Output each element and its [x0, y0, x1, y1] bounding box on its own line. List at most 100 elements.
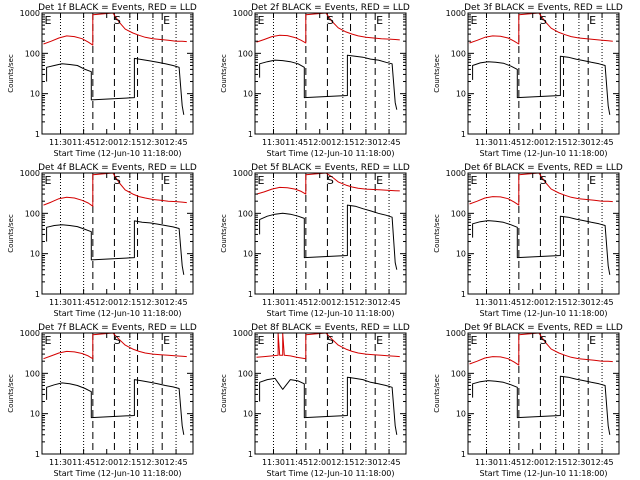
x-tick-label: 11:30	[49, 458, 72, 467]
y-tick-label: 1	[248, 130, 253, 139]
lld-series-line	[469, 173, 613, 206]
y-tick-label: 10	[456, 250, 466, 259]
x-tick-label: 11:30	[49, 138, 72, 147]
interval-marker-label: E	[471, 14, 478, 27]
interval-marker-label: E	[471, 174, 478, 187]
plot-frame	[467, 332, 620, 455]
detector-panel: Det 3f BLACK = Events, RED = LLD Counts/s…	[433, 3, 623, 158]
lld-series-line	[256, 13, 400, 44]
x-tick-label: 11:45	[498, 458, 521, 467]
plot-frame	[467, 12, 620, 135]
x-tick-label: 12:00	[521, 138, 544, 147]
y-tick-label: 10	[30, 250, 40, 259]
y-tick-label: 1000	[20, 329, 40, 338]
y-tick-label: 1000	[446, 169, 466, 178]
y-tick-label: 1000	[446, 329, 466, 338]
x-tick-label: 12:00	[95, 298, 118, 307]
interval-marker-label: E	[471, 334, 478, 347]
events-series-line	[46, 220, 185, 275]
x-tick-label: 12:15	[118, 138, 141, 147]
x-tick-label: 11:45	[72, 458, 95, 467]
y-tick-label: 1	[461, 290, 466, 299]
lld-series-line	[256, 333, 400, 360]
events-series-line	[46, 57, 185, 115]
plot-frame	[254, 172, 407, 295]
interval-marker-label: E	[376, 174, 383, 187]
y-tick-label: 10	[30, 410, 40, 419]
x-tick-label: 12:45	[591, 298, 614, 307]
x-tick-label: 12:30	[567, 458, 590, 467]
interval-marker-label: E	[589, 14, 596, 27]
interval-marker-label: S	[114, 174, 121, 187]
x-axis-label: Start Time (12-Jun-10 11:18:00)	[267, 309, 395, 318]
x-tick-label: 12:15	[118, 298, 141, 307]
x-tick-label: 12:45	[591, 138, 614, 147]
x-tick-label: 12:15	[331, 458, 354, 467]
x-tick-label: 12:45	[591, 458, 614, 467]
interval-marker-label: E	[45, 334, 52, 347]
lld-series-line	[469, 13, 613, 45]
y-tick-label: 1	[461, 450, 466, 459]
y-tick-label: 1000	[446, 9, 466, 18]
x-tick-label: 12:15	[331, 298, 354, 307]
x-tick-label: 11:45	[285, 298, 308, 307]
x-tick-label: 12:45	[165, 458, 188, 467]
interval-marker-label: S	[114, 14, 121, 27]
x-tick-label: 12:00	[95, 458, 118, 467]
x-tick-label: 12:15	[118, 458, 141, 467]
interval-marker-label: E	[163, 14, 170, 27]
series-group	[256, 333, 400, 435]
y-axis-label: Counts/sec	[433, 374, 441, 413]
panel-title: Det 4f BLACK = Events, RED = LLD	[38, 163, 197, 173]
x-axis-label: Start Time (12-Jun-10 11:18:00)	[54, 469, 182, 478]
lld-series-line	[43, 173, 187, 207]
y-axis-label: Counts/sec	[433, 214, 441, 253]
series-group	[469, 13, 613, 115]
detector-panel: Det 8f BLACK = Events, RED = LLD Counts/s…	[220, 323, 410, 478]
y-tick-label: 100	[25, 209, 40, 218]
y-tick-label: 1000	[233, 169, 253, 178]
x-tick-label: 12:15	[544, 298, 567, 307]
interval-marker-label: E	[589, 174, 596, 187]
interval-marker-label: S	[327, 174, 334, 187]
x-axis-label: Start Time (12-Jun-10 11:18:00)	[267, 469, 395, 478]
y-tick-label: 100	[25, 369, 40, 378]
x-axis-label: Start Time (12-Jun-10 11:18:00)	[480, 149, 608, 158]
y-tick-label: 100	[451, 49, 466, 58]
x-tick-label: 11:45	[498, 298, 521, 307]
interval-marker-label: S	[327, 14, 334, 27]
y-axis-label: Counts/sec	[220, 374, 228, 413]
y-tick-label: 10	[243, 410, 253, 419]
events-series-line	[472, 55, 611, 115]
panel-title: Det 1f BLACK = Events, RED = LLD	[38, 3, 197, 13]
detector-panel: Det 1f BLACK = Events, RED = LLD Counts/s…	[7, 3, 197, 158]
y-tick-label: 1000	[20, 9, 40, 18]
interval-marker-label: E	[589, 334, 596, 347]
y-tick-label: 100	[451, 369, 466, 378]
x-axis-label: Start Time (12-Jun-10 11:18:00)	[54, 309, 182, 318]
y-tick-label: 1	[461, 130, 466, 139]
panel-title: Det 3f BLACK = Events, RED = LLD	[464, 3, 623, 13]
interval-marker-label: S	[327, 334, 334, 347]
panel-title: Det 5f BLACK = Events, RED = LLD	[251, 163, 410, 173]
x-tick-label: 12:00	[308, 298, 331, 307]
events-series-line	[259, 376, 398, 435]
series-group	[256, 173, 400, 270]
x-tick-label: 12:15	[331, 138, 354, 147]
y-tick-label: 1	[35, 130, 40, 139]
y-tick-label: 100	[238, 49, 253, 58]
x-tick-label: 12:00	[308, 138, 331, 147]
x-axis-label: Start Time (12-Jun-10 11:18:00)	[480, 309, 608, 318]
x-tick-label: 12:45	[165, 298, 188, 307]
panel-title: Det 9f BLACK = Events, RED = LLD	[464, 323, 623, 333]
x-tick-label: 12:30	[141, 458, 164, 467]
interval-marker-label: E	[45, 14, 52, 27]
lld-series-line	[256, 173, 400, 195]
x-tick-label: 12:45	[378, 138, 401, 147]
plot-frame	[254, 12, 407, 135]
lld-series-line	[469, 333, 613, 366]
x-tick-label: 11:30	[475, 138, 498, 147]
y-tick-label: 100	[238, 369, 253, 378]
series-group	[256, 13, 400, 110]
events-series-line	[259, 204, 398, 270]
